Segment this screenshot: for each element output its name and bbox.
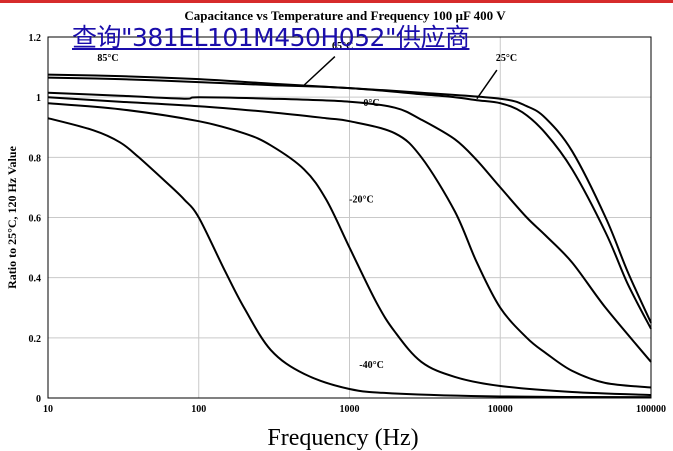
annotation-leader-line bbox=[476, 69, 498, 100]
y-tick-label: 0.2 bbox=[29, 334, 42, 345]
y-tick-label: 0 bbox=[36, 394, 41, 405]
series-line-2 bbox=[47, 91, 652, 363]
plot-frame bbox=[47, 36, 652, 399]
series-line-4 bbox=[47, 102, 652, 396]
series-lines bbox=[47, 73, 652, 399]
y-axis-label: Ratio to 25°C, 120 Hz Value bbox=[5, 145, 19, 288]
series-line-1 bbox=[47, 76, 652, 330]
series-line-0 bbox=[47, 73, 652, 324]
top-divider bbox=[0, 0, 673, 3]
x-tick-label: 10000 bbox=[488, 404, 513, 415]
grid-lines bbox=[47, 37, 652, 398]
series-annotation: -40°C bbox=[359, 360, 384, 371]
series-annotation: 65°C bbox=[332, 41, 353, 52]
x-tick-label: 100 bbox=[191, 404, 206, 415]
y-tick-label: 0.4 bbox=[29, 274, 42, 285]
series-annotation: 25°C bbox=[496, 53, 517, 64]
annotation-leader-line bbox=[303, 56, 336, 86]
y-tick-label: 0.6 bbox=[29, 214, 42, 225]
x-axis-label: Frequency (Hz) bbox=[267, 425, 418, 451]
x-tick-label: 100000 bbox=[636, 404, 666, 415]
y-tick-label: 1 bbox=[36, 93, 41, 104]
tick-labels: 10 100 1000 10000 100000 0 0.2 0.4 0.6 0.8 1 1.2 bbox=[29, 33, 667, 415]
series-annotation: 0°C bbox=[363, 98, 379, 109]
series-annotation: -20°C bbox=[349, 194, 374, 205]
supplier-search-link[interactable]: 查询"381EL101M450H052"供应商 bbox=[72, 23, 470, 52]
y-tick-label: 1.2 bbox=[29, 33, 42, 44]
x-tick-label: 1000 bbox=[340, 404, 360, 415]
annotations: 85°C 65°C 25°C 0°C -20°C -40°C bbox=[97, 41, 517, 371]
x-tick-label: 10 bbox=[43, 404, 53, 415]
chart-title: Capacitance vs Temperature and Frequency… bbox=[184, 8, 506, 23]
series-line-5 bbox=[47, 117, 652, 399]
y-tick-label: 0.8 bbox=[29, 153, 42, 164]
series-annotation: 85°C bbox=[97, 53, 118, 64]
series-line-3 bbox=[47, 96, 652, 389]
